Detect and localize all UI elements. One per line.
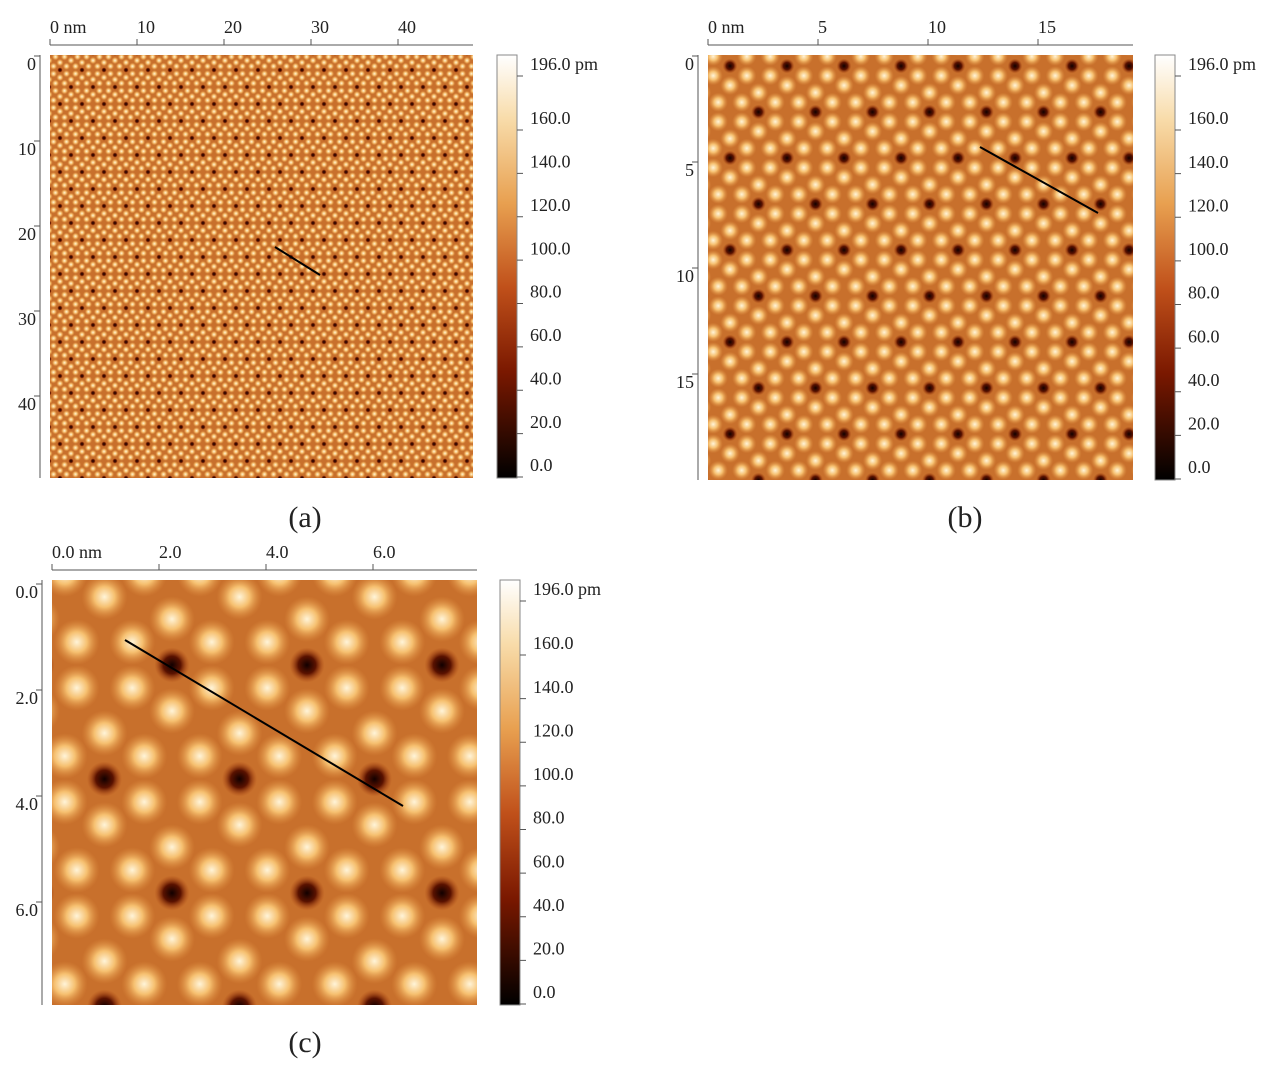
panel-label: (c) (288, 1026, 321, 1059)
colorbar-tick-label: 40.0 (1188, 370, 1220, 390)
x-tick-label: 0 nm (708, 17, 745, 37)
colorbar-tick-label: 160.0 (533, 633, 574, 653)
colorbar-tick-label: 120.0 (533, 720, 574, 740)
x-tick-label: 0.0 nm (52, 542, 102, 562)
colorbar-tick-label: 196.0 pm (533, 579, 601, 599)
colorbar-tick-label: 196.0 pm (1188, 54, 1256, 74)
y-tick-label: 4.0 (16, 794, 39, 814)
colorbar-tick-label: 60.0 (530, 325, 562, 345)
stm-image (50, 55, 473, 478)
colorbar-tick-label: 80.0 (1188, 283, 1220, 303)
x-tick-label: 2.0 (159, 542, 182, 562)
colorbar-tick-label: 140.0 (533, 677, 574, 697)
y-tick-label: 40 (18, 394, 36, 414)
x-tick-label: 4.0 (266, 542, 289, 562)
colorbar-tick-label: 80.0 (533, 808, 565, 828)
y-tick-label: 0 (27, 54, 36, 74)
y-tick-label: 0 (685, 54, 694, 74)
colorbar (1154, 54, 1176, 481)
panel: 0 nm 10 20 30 40 0 10 20 30 40 196.0 pm 160.0 140.0 1… (18, 17, 598, 534)
colorbar-tick-label: 40.0 (530, 368, 562, 388)
panel: 0.0 nm 2.0 4.0 6.0 0.0 2.0 4.0 6.0 196.0 pm 160.0… (16, 542, 602, 1059)
colorbar-tick-label: 20.0 (1188, 414, 1220, 434)
colorbar-tick-label: 60.0 (533, 851, 565, 871)
panel-label: (b) (948, 501, 983, 534)
colorbar-tick-label: 0.0 (533, 982, 556, 1002)
colorbar-tick-label: 160.0 (1188, 108, 1229, 128)
x-tick-label: 30 (311, 17, 329, 37)
x-tick-label: 10 (137, 17, 155, 37)
y-tick-label: 15 (676, 372, 694, 392)
profile-line (274, 246, 321, 276)
x-tick-label: 15 (1038, 17, 1056, 37)
x-tick-label: 20 (224, 17, 242, 37)
colorbar-tick-label: 80.0 (530, 282, 562, 302)
x-tick-label: 40 (398, 17, 416, 37)
panel: 0 nm 5 10 15 0 5 10 15 196.0 pm 160.0 140.0 120.0 10… (676, 17, 1256, 534)
colorbar-tick-label: 196.0 pm (530, 54, 598, 74)
y-tick-label: 30 (18, 309, 36, 329)
colorbar-tick-label: 20.0 (530, 412, 562, 432)
colorbar-tick-label: 140.0 (530, 152, 571, 172)
panel-label: (a) (288, 501, 321, 534)
y-tick-label: 10 (18, 139, 36, 159)
y-tick-label: 20 (18, 224, 36, 244)
colorbar-tick-label: 60.0 (1188, 326, 1220, 346)
colorbar-tick-label: 40.0 (533, 895, 565, 915)
x-tick-label: 6.0 (373, 542, 396, 562)
colorbar-tick-label: 120.0 (1188, 195, 1229, 215)
profile-line (979, 146, 1099, 214)
colorbar-tick-label: 20.0 (533, 939, 565, 959)
y-tick-label: 5 (685, 160, 694, 180)
colorbar-tick-label: 0.0 (1188, 457, 1211, 477)
colorbar-tick-label: 120.0 (530, 195, 571, 215)
x-tick-label: 5 (818, 17, 827, 37)
colorbar-tick-label: 100.0 (530, 238, 571, 258)
colorbar-tick-label: 100.0 (533, 764, 574, 784)
colorbar-tick-label: 140.0 (1188, 152, 1229, 172)
x-tick-label: 10 (928, 17, 946, 37)
x-tick-label: 0 nm (50, 17, 87, 37)
stm-image (52, 580, 477, 1005)
profile-line (124, 639, 404, 807)
colorbar-tick-label: 160.0 (530, 108, 571, 128)
y-tick-label: 6.0 (16, 900, 39, 920)
colorbar-tick-label: 0.0 (530, 455, 553, 475)
colorbar (496, 54, 518, 479)
y-tick-label: 10 (676, 266, 694, 286)
y-tick-label: 0.0 (16, 582, 39, 602)
stm-image (708, 55, 1133, 480)
colorbar (499, 579, 521, 1006)
colorbar-tick-label: 100.0 (1188, 239, 1229, 259)
y-tick-label: 2.0 (16, 688, 39, 708)
